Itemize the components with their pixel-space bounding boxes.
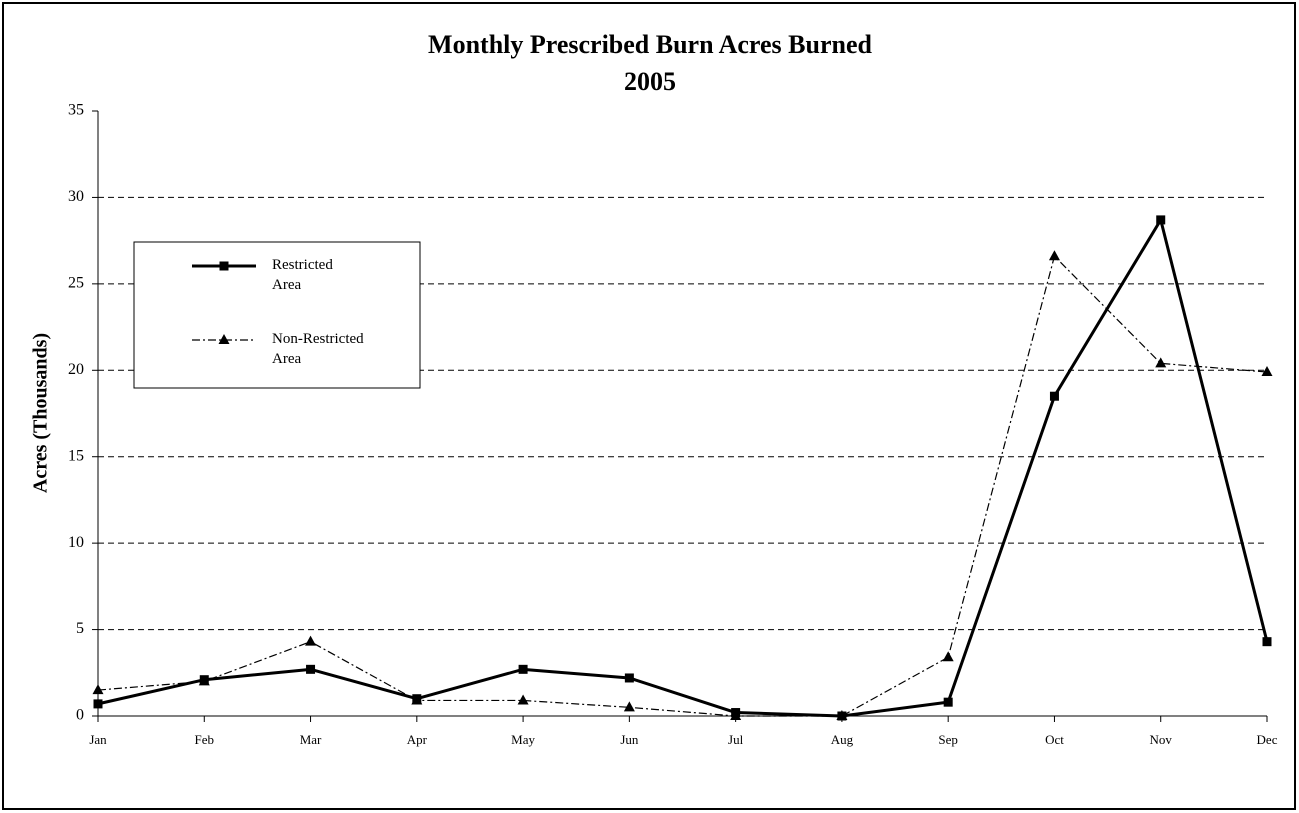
marker	[198, 675, 210, 686]
x-tick-label: Apr	[407, 732, 428, 747]
marker	[943, 697, 953, 707]
y-tick-label: 30	[68, 188, 84, 205]
marker	[730, 710, 742, 720]
y-tick-label: 0	[76, 707, 84, 724]
marker	[1261, 366, 1273, 377]
marker	[517, 694, 529, 705]
y-axis-label: Acres (Thousands)	[30, 333, 52, 493]
x-tick-label: Dec	[1257, 732, 1278, 747]
x-tick-label: Mar	[300, 732, 322, 747]
chart-title: Monthly Prescribed Burn Acres Burned	[428, 30, 872, 59]
marker	[942, 651, 954, 662]
marker	[411, 694, 423, 705]
marker	[1155, 357, 1167, 368]
legend-label: Restricted Area	[272, 257, 333, 293]
series-line	[97, 218, 1269, 718]
x-tick-label: Jul	[728, 732, 744, 747]
marker	[1048, 250, 1060, 261]
y-tick-label: 10	[68, 534, 84, 551]
marker	[93, 699, 103, 709]
x-tick-label: Nov	[1150, 732, 1173, 747]
y-tick-label: 25	[68, 275, 84, 292]
y-tick-label: 35	[68, 102, 84, 119]
marker	[305, 635, 317, 646]
legend-box	[133, 241, 421, 389]
marker	[624, 673, 634, 683]
marker	[623, 701, 635, 712]
x-tick-label: Aug	[831, 732, 854, 747]
marker	[306, 664, 316, 674]
marker	[219, 261, 229, 271]
series-line	[97, 255, 1268, 717]
marker	[218, 334, 230, 344]
y-tick-label: 20	[68, 361, 84, 378]
marker	[1156, 215, 1166, 225]
x-tick-label: Oct	[1045, 732, 1064, 747]
legend-label: Non-Restricted Area	[272, 331, 364, 367]
y-tick-label: 5	[76, 620, 84, 637]
x-tick-label: Feb	[195, 732, 215, 747]
marker	[1262, 637, 1272, 647]
marker	[92, 684, 104, 695]
x-tick-label: Jun	[620, 732, 639, 747]
x-tick-label: Jan	[89, 732, 107, 747]
marker	[1049, 391, 1059, 401]
chart-subtitle: 2005	[624, 67, 676, 96]
marker	[518, 664, 528, 674]
x-tick-label: Sep	[938, 732, 958, 747]
y-tick-label: 15	[68, 447, 84, 464]
marker	[836, 710, 848, 720]
x-tick-label: May	[511, 732, 535, 747]
